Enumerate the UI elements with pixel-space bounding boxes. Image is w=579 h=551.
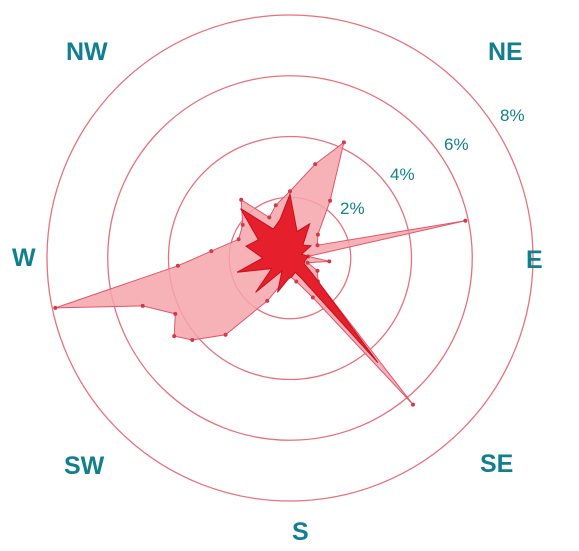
series-1-point-19 bbox=[223, 332, 228, 337]
series-1-point-15 bbox=[294, 279, 299, 284]
ring-2 bbox=[167, 135, 413, 381]
series-1-point-5 bbox=[315, 232, 320, 237]
series-1-point-6 bbox=[315, 243, 320, 248]
series-1-point-13 bbox=[411, 402, 415, 407]
series-1-point-14 bbox=[310, 295, 315, 300]
series-1-point-11 bbox=[315, 268, 320, 273]
series-1-point-27 bbox=[236, 237, 241, 242]
direction-labels-layer: NW NE W E SW SE S bbox=[12, 38, 543, 546]
series-1-point-31 bbox=[273, 203, 278, 208]
series-1-point-30 bbox=[267, 215, 272, 220]
series-1-point-21 bbox=[172, 334, 177, 339]
series-1-point-2 bbox=[313, 162, 318, 167]
series-layer bbox=[53, 140, 468, 407]
series-1-point-20 bbox=[190, 338, 195, 342]
direction-label-e: E bbox=[526, 246, 543, 274]
series-1-point-28 bbox=[240, 222, 245, 227]
series-1-point-22 bbox=[173, 311, 178, 316]
direction-label-s: S bbox=[292, 518, 309, 546]
series-1-point-4 bbox=[328, 198, 333, 203]
rings-layer bbox=[46, 14, 534, 502]
direction-label-ne: NE bbox=[488, 38, 523, 66]
series-1-point-26 bbox=[209, 249, 214, 254]
ring-label-8pct: 8% bbox=[500, 106, 525, 125]
ring-label-2pct: 2% bbox=[340, 199, 365, 218]
ring-4 bbox=[46, 14, 534, 502]
series-1-point-23 bbox=[140, 303, 145, 308]
direction-label-w: W bbox=[12, 244, 36, 272]
direction-label-nw: NW bbox=[66, 38, 108, 66]
series-1-point-7 bbox=[463, 218, 468, 223]
ring-3 bbox=[107, 75, 473, 441]
series-1-point-1 bbox=[288, 189, 292, 194]
ring-label-4pct: 4% bbox=[390, 165, 415, 184]
series-2-area bbox=[236, 192, 379, 364]
direction-label-se: SE bbox=[480, 450, 513, 478]
series-1-point-24 bbox=[53, 305, 58, 310]
series-1-point-9 bbox=[327, 259, 332, 264]
series-1-point-10 bbox=[305, 260, 310, 265]
ring-label-6pct: 6% bbox=[444, 135, 469, 154]
direction-label-sw: SW bbox=[64, 452, 105, 480]
ring-labels-layer: 2% 4% 6% 8% bbox=[340, 106, 525, 218]
series-1-point-25 bbox=[175, 263, 180, 268]
series-1-point-29 bbox=[239, 197, 244, 202]
series-1-point-3 bbox=[341, 140, 346, 145]
series-1-point-18 bbox=[265, 298, 270, 303]
